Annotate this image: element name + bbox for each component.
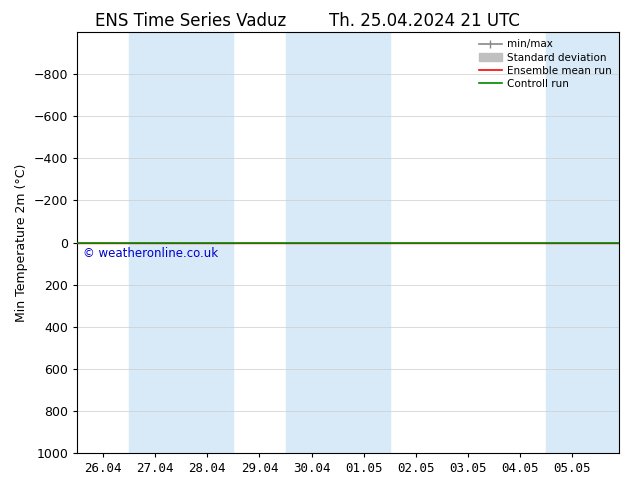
Text: Th. 25.04.2024 21 UTC: Th. 25.04.2024 21 UTC [329, 12, 521, 30]
Bar [129, 32, 233, 453]
Text: © weatheronline.co.uk: © weatheronline.co.uk [82, 247, 217, 260]
Y-axis label: Min Temperature 2m (°C): Min Temperature 2m (°C) [15, 163, 28, 322]
Bar [546, 32, 619, 453]
Legend: min/max, Standard deviation, Ensemble mean run, Controll run: min/max, Standard deviation, Ensemble me… [475, 35, 616, 93]
Bar [285, 32, 390, 453]
Text: ENS Time Series Vaduz: ENS Time Series Vaduz [94, 12, 286, 30]
